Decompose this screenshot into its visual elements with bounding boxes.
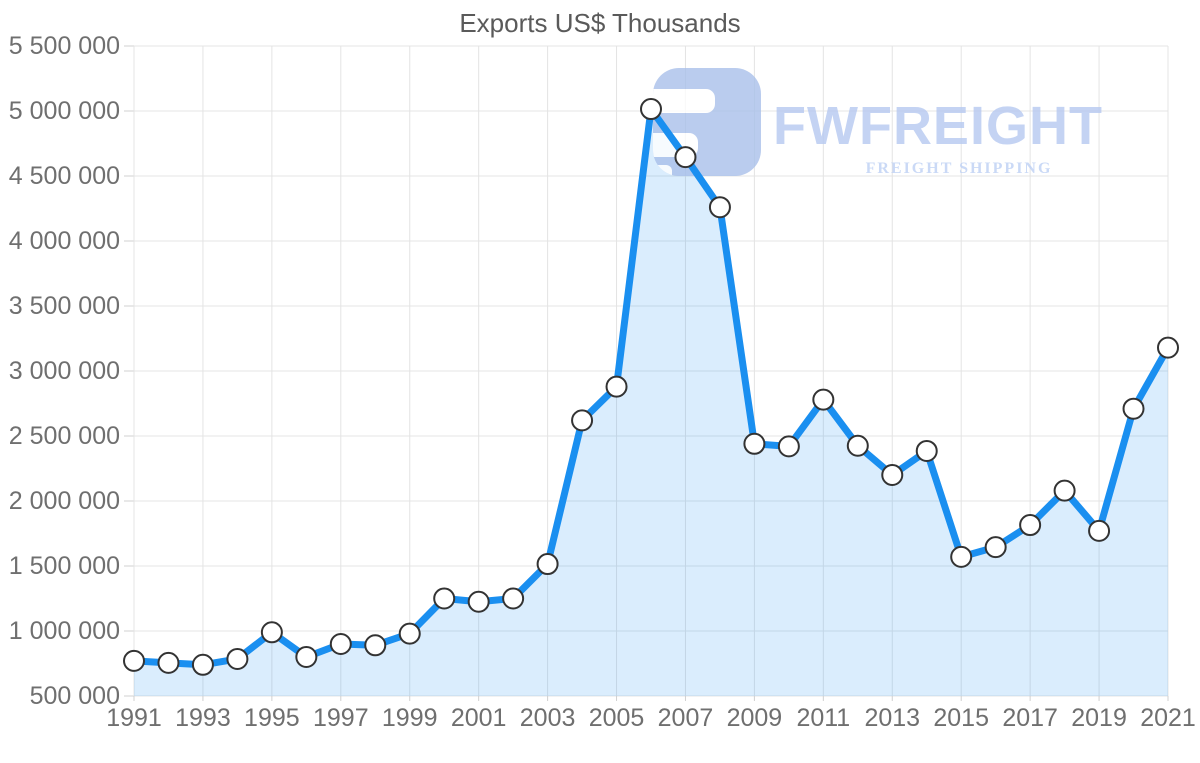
data-point-marker[interactable] [674,146,697,169]
logo-cutout-notch [653,165,672,176]
data-point-marker[interactable] [260,621,283,644]
x-axis-tick-label: 2017 [1002,704,1058,732]
x-axis-tick-label: 1999 [381,704,438,732]
data-point-marker[interactable] [1053,479,1076,502]
watermark-brand-name: FWFREIGHT [773,96,1103,156]
y-axis-tick-label: 2 500 000 [8,422,120,450]
x-axis-tick-label: 2007 [657,704,714,732]
x-axis-tick-label: 2013 [864,704,921,732]
x-axis-tick-label: 1991 [106,704,162,732]
y-axis-tick-label: 4 000 000 [8,227,120,255]
x-axis-tick-label: 1993 [175,704,231,732]
chart-title: Exports US$ Thousands [459,8,741,38]
series-area-fill [134,109,1168,697]
data-point-marker[interactable] [881,464,904,486]
x-axis-tick-label: 2019 [1071,704,1127,732]
y-axis-tick-label: 5 500 000 [8,32,120,60]
data-point-marker[interactable] [984,536,1007,559]
x-axis-tick-label: 2005 [588,704,645,732]
data-point-marker[interactable] [1088,519,1111,542]
data-point-marker[interactable] [467,590,490,613]
y-axis-tick-label: 4 500 000 [8,162,120,190]
x-axis-tick-label: 2001 [450,704,507,732]
data-point-marker[interactable] [571,409,594,432]
x-axis-tick-label: 2021 [1140,704,1196,732]
data-point-marker[interactable] [226,647,249,670]
x-axis-tick-label: 2003 [519,704,576,732]
y-axis-tick-label: 500 000 [29,682,120,710]
watermark-tagline: FREIGHT SHIPPING [865,160,1053,177]
data-point-marker[interactable] [295,646,318,668]
x-axis-tick-label: 1997 [312,704,369,732]
x-axis-tick-label: 2009 [726,704,783,732]
y-axis-tick-label: 1 500 000 [8,552,120,580]
logo-cutout-bar [653,89,715,113]
data-point-marker[interactable] [915,439,938,462]
data-point-marker[interactable] [123,649,145,672]
data-point-marker[interactable] [777,435,800,458]
x-axis-tick-label: 1995 [244,704,300,732]
y-axis-tick-label: 3 000 000 [8,357,120,385]
data-point-marker[interactable] [846,434,869,457]
data-point-marker[interactable] [157,651,180,674]
data-point-marker[interactable] [364,634,387,657]
y-axis-tick-label: 1 000 000 [8,617,120,645]
data-point-marker[interactable] [398,622,421,645]
x-axis-tick-label: 2011 [796,704,851,732]
y-axis-tick-label: 3 500 000 [8,292,120,320]
watermark-text-block: FWFREIGHT FREIGHT SHIPPING [773,99,1145,178]
series-line [130,105,1172,669]
data-point-marker[interactable] [536,553,559,576]
y-axis-tick-label: 2 000 000 [8,487,120,515]
data-point-marker[interactable] [950,545,973,568]
data-point-marker[interactable] [329,633,352,655]
y-axis-tick-label: 5 000 000 [8,97,120,125]
data-point-marker[interactable] [1157,336,1179,359]
data-point-marker[interactable] [191,653,214,676]
data-point-marker[interactable] [1019,514,1042,537]
data-point-marker[interactable] [502,587,525,610]
data-point-marker[interactable] [708,196,731,219]
data-point-marker[interactable] [1122,397,1145,420]
data-point-marker[interactable] [640,98,662,121]
data-point-marker[interactable] [605,375,628,398]
data-point-marker[interactable] [812,388,835,411]
data-point-marker[interactable] [433,587,456,610]
data-point-marker[interactable] [743,432,766,455]
x-axis-tick-label: 2015 [933,704,989,732]
